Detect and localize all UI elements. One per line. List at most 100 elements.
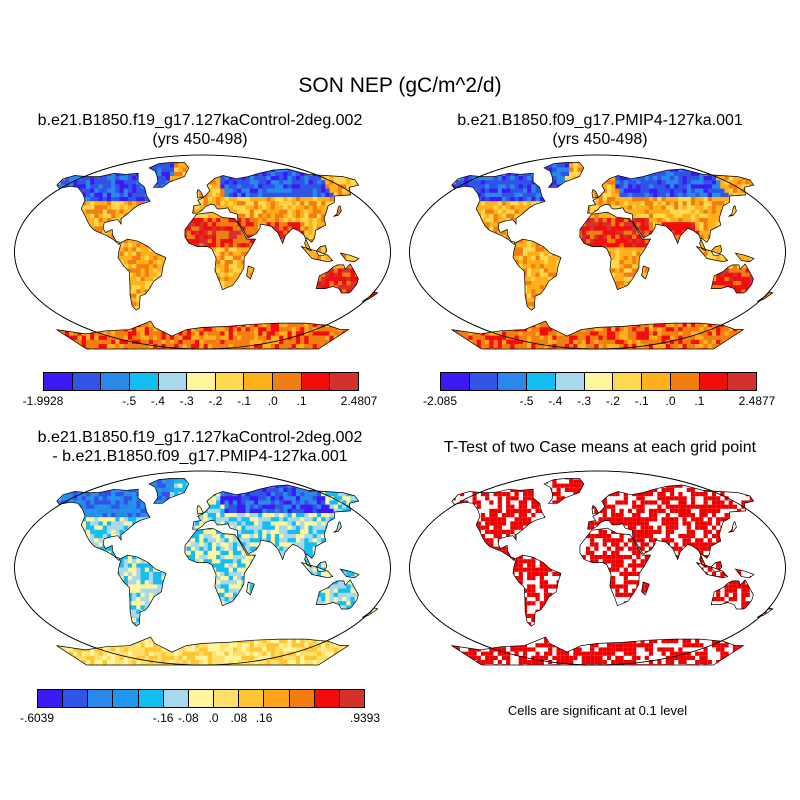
grid-cell xyxy=(132,276,137,282)
grid-cell xyxy=(380,180,385,185)
grid-cell xyxy=(216,344,221,349)
grid-cell xyxy=(102,344,108,349)
grid-cell xyxy=(56,344,57,349)
grid-cell xyxy=(414,344,419,349)
grid-cell xyxy=(451,167,456,173)
grid-cell xyxy=(249,222,255,227)
grid-cell xyxy=(270,331,276,336)
grid-cell xyxy=(295,188,301,194)
grid-cell xyxy=(342,289,347,294)
grid-cell xyxy=(253,339,259,345)
grid-cell xyxy=(199,230,204,236)
grid-cell xyxy=(19,155,24,160)
grid-cell xyxy=(73,155,78,160)
grid-cell xyxy=(262,155,267,160)
grid-cell xyxy=(161,348,166,349)
grid-cell xyxy=(342,167,347,173)
grid-cell xyxy=(291,184,297,189)
grid-cell xyxy=(127,176,133,181)
grid-cell xyxy=(304,243,309,248)
grid-cell xyxy=(410,331,415,336)
grid-cell xyxy=(275,155,280,160)
grid-cell xyxy=(119,188,124,194)
grid-cell xyxy=(270,180,276,185)
grid-cell xyxy=(371,302,376,307)
grid-cell xyxy=(321,155,326,160)
grid-cell xyxy=(127,180,133,185)
grid-cell xyxy=(207,243,213,248)
grid-cell xyxy=(119,205,124,210)
grid-cell xyxy=(157,339,162,345)
grid-cell xyxy=(308,339,313,345)
grid-cell xyxy=(337,163,343,168)
grid-cell xyxy=(388,214,393,219)
grid-cell xyxy=(102,331,108,336)
grid-cell xyxy=(337,209,343,215)
grid-cell xyxy=(102,205,108,210)
grid-cell xyxy=(19,319,24,324)
grid-cell xyxy=(140,197,145,202)
grid-cell xyxy=(435,348,440,353)
grid-cell xyxy=(81,162,87,164)
grid-cell xyxy=(375,180,378,185)
grid-cell xyxy=(304,226,309,231)
grid-cell xyxy=(199,197,204,202)
grid-cell xyxy=(308,201,313,206)
grid-cell xyxy=(123,344,129,349)
grid-cell xyxy=(169,335,175,341)
grid-cell xyxy=(287,205,292,210)
grid-cell xyxy=(77,162,82,164)
grid-cell xyxy=(262,213,267,219)
grid-cell xyxy=(199,213,204,219)
grid-cell xyxy=(241,218,246,223)
grid-cell xyxy=(274,327,280,332)
grid-cell xyxy=(300,222,305,227)
grid-cell xyxy=(380,214,385,219)
grid-cell xyxy=(380,319,385,324)
grid-cell xyxy=(384,331,389,336)
grid-cell xyxy=(253,335,259,341)
grid-cell xyxy=(464,171,469,177)
grid-cell xyxy=(350,255,355,261)
grid-cell xyxy=(69,344,74,349)
grid-cell xyxy=(19,306,24,311)
grid-cell xyxy=(333,188,339,194)
grid-cell xyxy=(312,222,318,227)
grid-cell xyxy=(287,331,292,336)
grid-cell xyxy=(36,302,41,307)
grid-cell xyxy=(123,176,129,181)
grid-cell xyxy=(371,335,376,341)
grid-cell xyxy=(99,155,104,160)
grid-cell xyxy=(418,197,423,202)
grid-cell xyxy=(354,348,360,349)
grid-cell xyxy=(132,243,137,248)
grid-cell xyxy=(418,176,423,181)
grid-cell xyxy=(144,255,150,261)
grid-cell xyxy=(127,184,133,189)
grid-cell xyxy=(98,192,103,198)
grid-cell xyxy=(15,214,20,219)
grid-cell xyxy=(253,188,259,194)
grid-cell xyxy=(241,327,246,332)
grid-cell xyxy=(111,197,116,202)
grid-cell xyxy=(414,197,419,202)
grid-cell xyxy=(451,176,452,181)
grid-cell xyxy=(220,247,225,252)
grid-cell xyxy=(426,155,431,160)
grid-cell xyxy=(283,209,288,215)
grid-cell xyxy=(367,339,372,345)
grid-cell xyxy=(358,167,364,173)
grid-cell xyxy=(426,336,431,341)
grid-cell xyxy=(56,318,57,324)
grid-cell xyxy=(300,192,305,198)
grid-cell xyxy=(111,176,116,181)
grid-cell xyxy=(451,180,452,185)
grid-cell xyxy=(211,197,217,202)
grid-cell xyxy=(216,264,221,269)
grid-cell xyxy=(337,281,343,286)
grid-cell xyxy=(459,163,465,168)
grid-cell xyxy=(19,168,24,173)
grid-cell xyxy=(308,226,313,231)
grid-cell xyxy=(414,306,419,311)
grid-cell xyxy=(312,255,318,261)
